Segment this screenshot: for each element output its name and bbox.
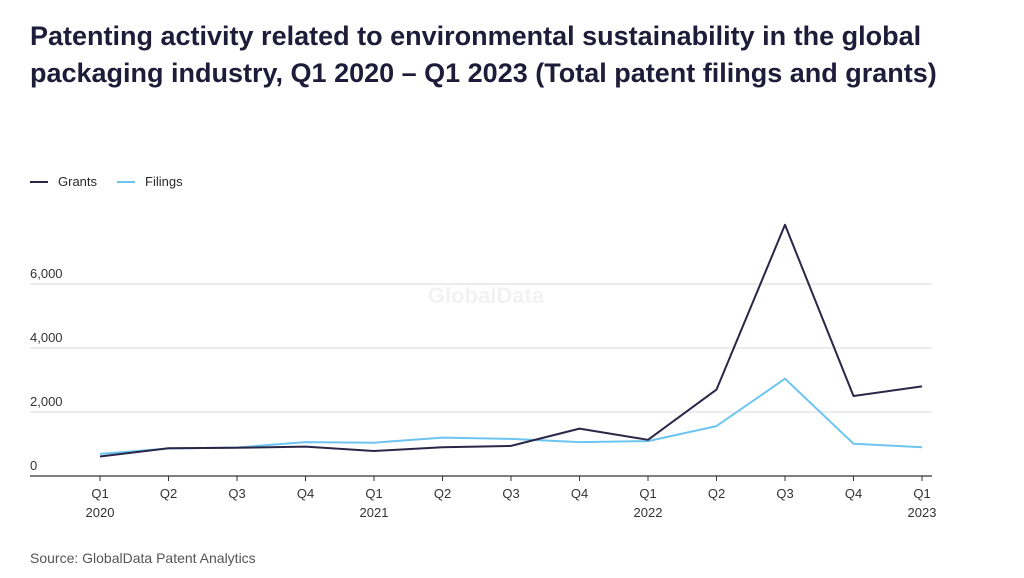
chart-title: Patenting activity related to environmen… bbox=[30, 21, 937, 88]
gridlines bbox=[30, 283, 932, 477]
y-tick-label: 6,000 bbox=[30, 266, 63, 281]
series-line-grants bbox=[99, 223, 923, 458]
y-axis-labels: 0 2,000 4,000 6,000 bbox=[30, 266, 63, 473]
legend-label-grants: Grants bbox=[58, 174, 98, 189]
legend-item-filings: Filings bbox=[117, 174, 183, 189]
x-tick-label: Q1 bbox=[365, 486, 382, 501]
watermark: GlobalData bbox=[428, 283, 545, 308]
legend: Grants Filings bbox=[30, 174, 183, 189]
x-tick-label: Q1 bbox=[91, 486, 108, 501]
x-tick-label: Q2 bbox=[160, 486, 177, 501]
legend-swatch-grants bbox=[30, 180, 48, 183]
x-tick-label: Q2 bbox=[708, 486, 725, 501]
x-tick-year-label: 2021 bbox=[360, 505, 389, 520]
x-axis-labels: Q1 2020 Q2 Q3 Q4 Q1 2021 Q2 Q3 Q4 Q1 2022 Q2 Q3 Q4 Q1 20… bbox=[86, 476, 937, 520]
y-tick-label: 0 bbox=[30, 458, 37, 473]
x-tick-year-label: 2020 bbox=[86, 505, 115, 520]
series-line-filings bbox=[99, 377, 923, 455]
legend-label-filings: Filings bbox=[145, 174, 183, 189]
x-tick-label: Q2 bbox=[434, 486, 451, 501]
x-tick-year-label: 2023 bbox=[908, 505, 937, 520]
x-tick-label: Q4 bbox=[297, 486, 314, 501]
x-tick-label: Q3 bbox=[228, 486, 245, 501]
x-tick-label: Q1 bbox=[913, 486, 930, 501]
x-tick-year-label: 2022 bbox=[634, 505, 663, 520]
x-tick-label: Q4 bbox=[571, 486, 588, 501]
legend-item-grants: Grants bbox=[30, 174, 97, 189]
y-tick-label: 2,000 bbox=[30, 394, 63, 409]
legend-swatch-filings bbox=[117, 180, 136, 183]
source-note: Source: GlobalData Patent Analytics bbox=[30, 550, 256, 566]
x-tick-label: Q1 bbox=[639, 486, 656, 501]
x-tick-label: Q4 bbox=[845, 486, 862, 501]
x-tick-label: Q3 bbox=[776, 486, 793, 501]
x-tick-label: Q3 bbox=[502, 486, 519, 501]
series-lines bbox=[99, 223, 923, 458]
y-tick-label: 4,000 bbox=[30, 330, 63, 345]
